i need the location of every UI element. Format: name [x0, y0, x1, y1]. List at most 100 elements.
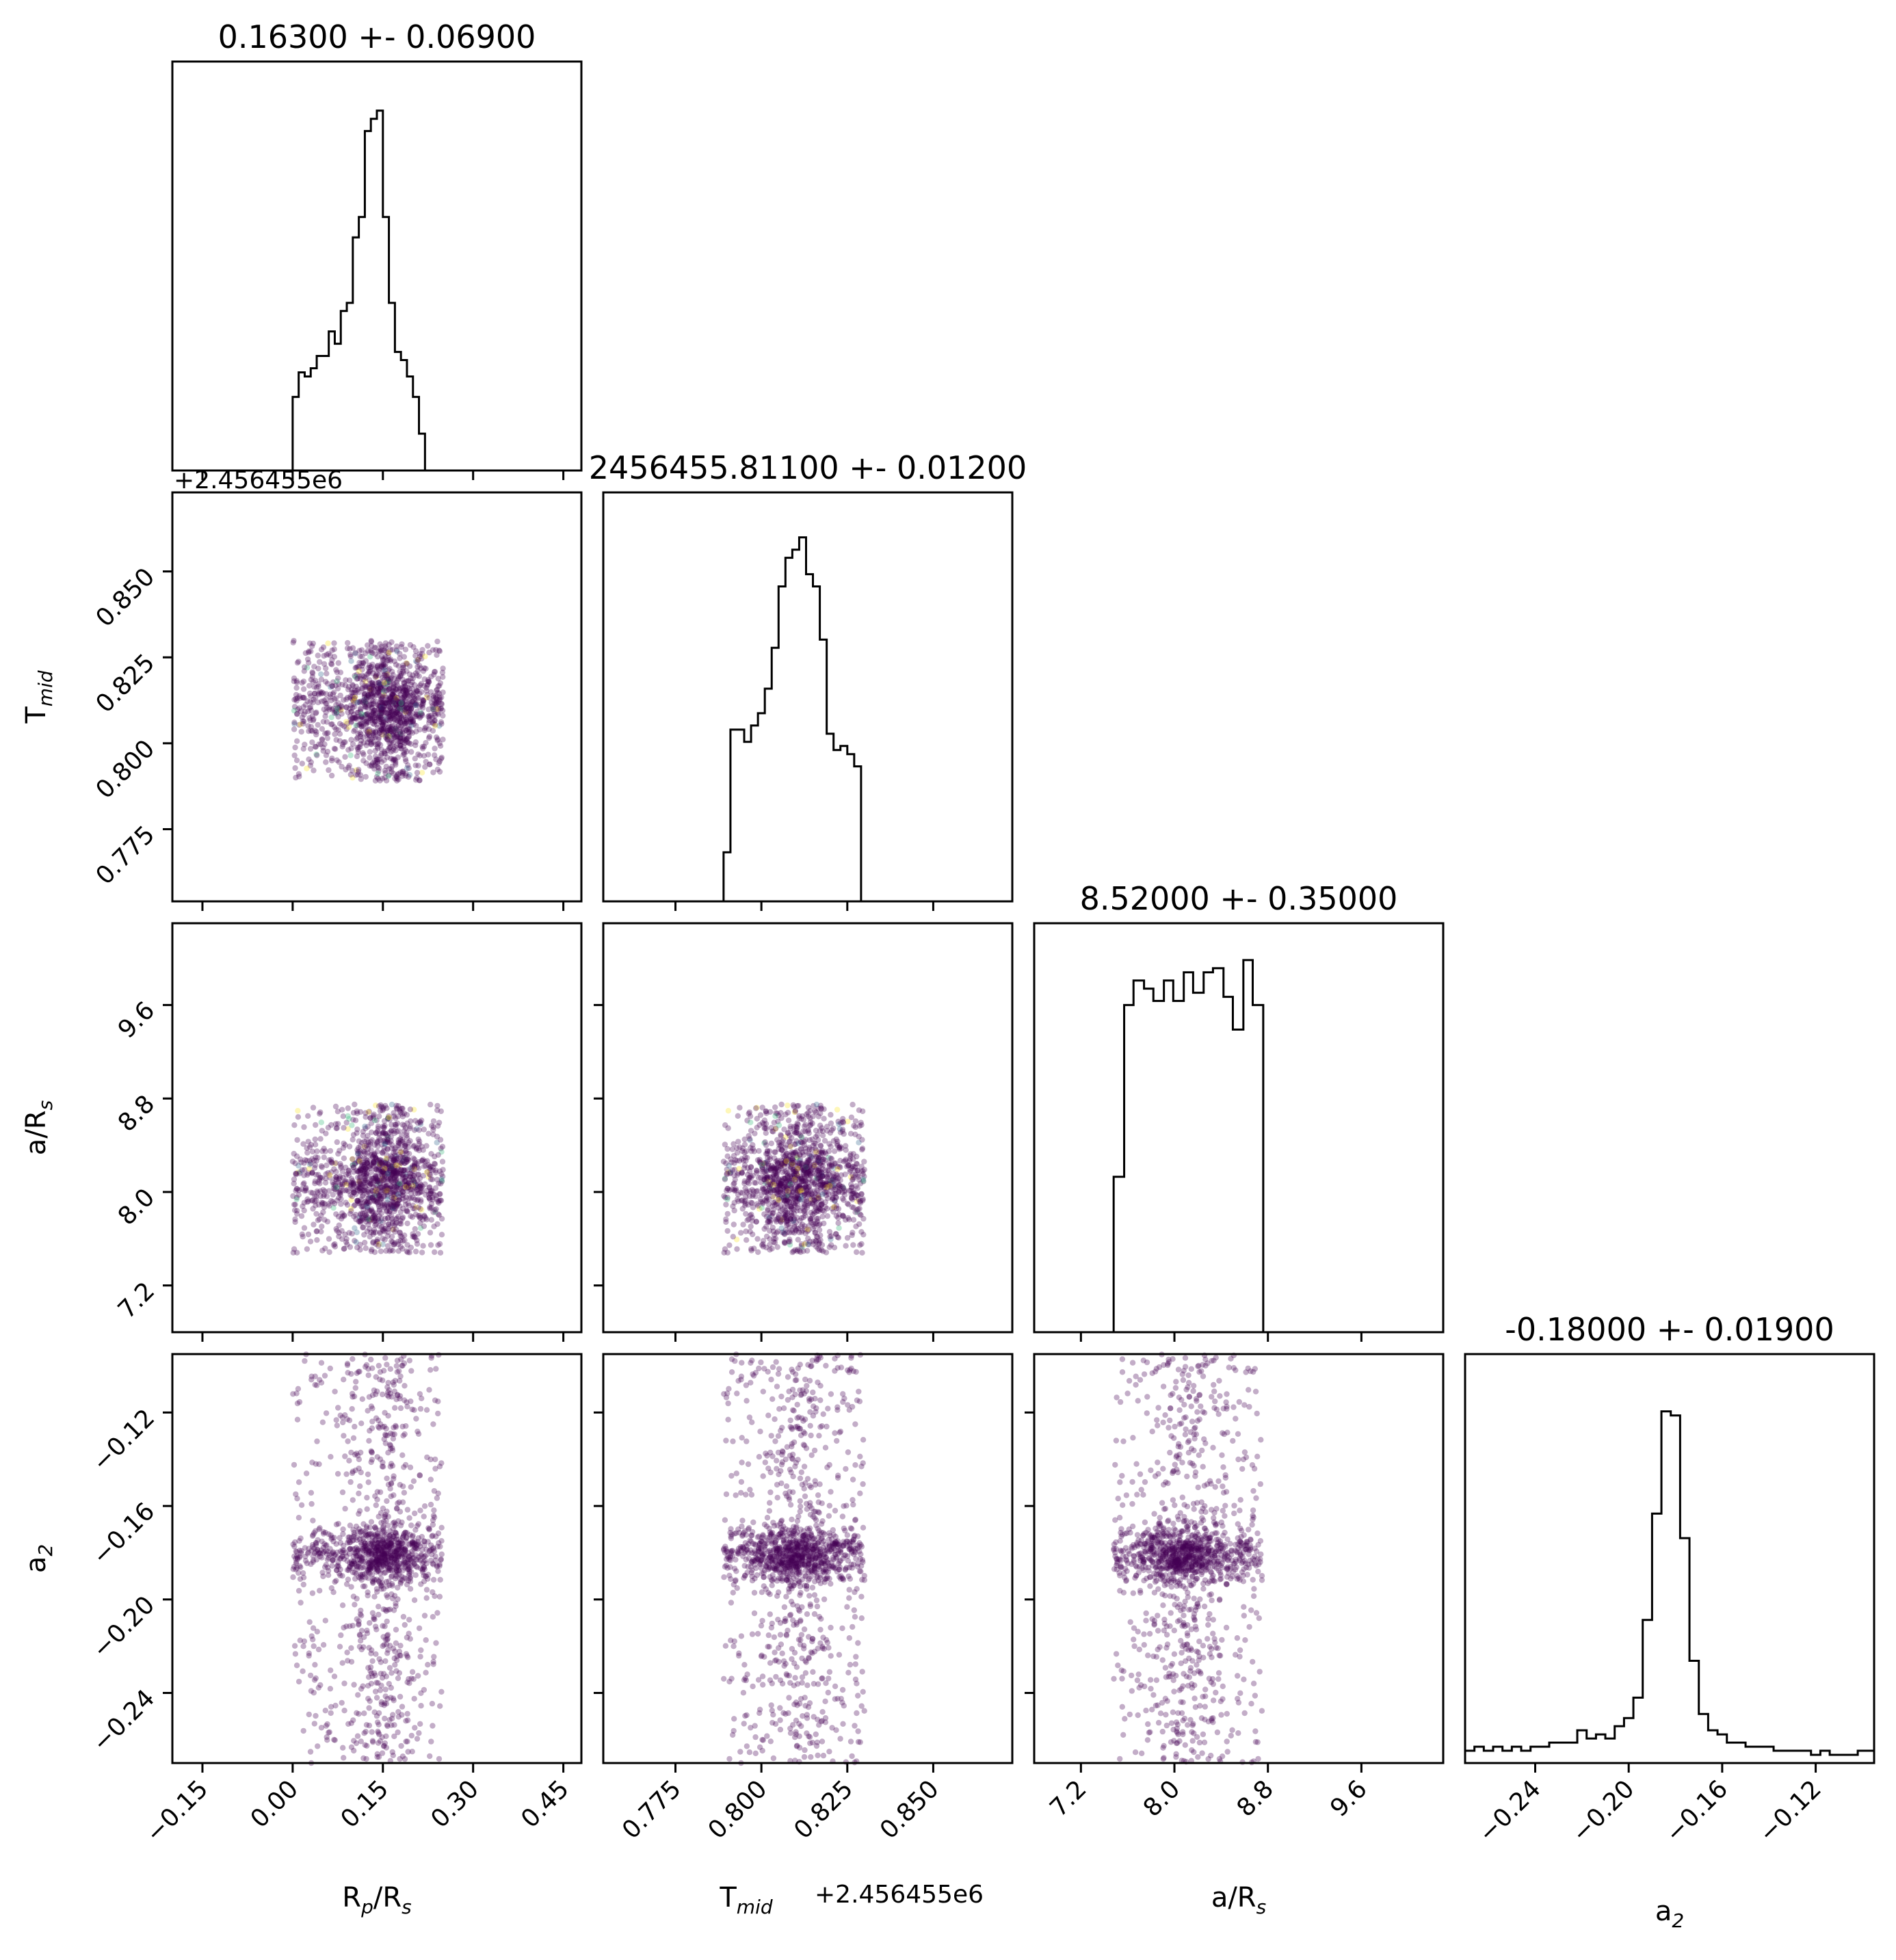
scatter-point [414, 672, 420, 678]
scatter-point [383, 1733, 389, 1739]
scatter-point [360, 723, 367, 729]
scatter-point [839, 1145, 845, 1152]
scatter-point [403, 687, 409, 693]
scatter-point [402, 706, 408, 713]
scatter-point [363, 693, 370, 700]
scatter-point [767, 1174, 774, 1180]
scatter-point [741, 1180, 748, 1187]
scatter-point [435, 1568, 441, 1574]
scatter-point [389, 708, 395, 715]
scatter-point [437, 1703, 443, 1709]
scatter-point [821, 1220, 827, 1227]
scatter-point [364, 1160, 370, 1166]
scatter-point [402, 646, 409, 652]
scatter-point [347, 653, 354, 659]
scatter-point [295, 1108, 301, 1114]
scatter-point [407, 702, 413, 708]
scatter-point [342, 754, 348, 760]
scatter-point [308, 759, 314, 765]
y-tick-label: 9.6 [113, 996, 160, 1044]
scatter-point [358, 660, 365, 667]
scatter-point [310, 1532, 316, 1538]
scatter-point [741, 1141, 748, 1148]
scatter-point [379, 721, 386, 728]
scatter-point [799, 1205, 806, 1211]
scatter-point [391, 713, 397, 719]
scatter-point [384, 717, 391, 723]
scatter-point [335, 713, 341, 720]
scatter-point [333, 726, 339, 732]
scatter-point [386, 686, 392, 692]
scatter-point [817, 1110, 824, 1117]
scatter-point [373, 1154, 379, 1161]
scatter-point [397, 702, 403, 708]
scatter-point [358, 737, 365, 744]
scatter-point [440, 665, 446, 672]
scatter-point [776, 1189, 783, 1195]
scatter-point [367, 729, 373, 735]
scatter-point [417, 663, 423, 669]
scatter-point [331, 696, 338, 702]
scatter-point [429, 1533, 435, 1539]
scatter-point [400, 713, 407, 719]
scatter-point [366, 662, 373, 668]
scatter-point [389, 646, 395, 653]
scatter-point [391, 696, 397, 702]
scatter-point [728, 1156, 734, 1163]
scatter-point [318, 1360, 325, 1366]
scatter-point [792, 1150, 798, 1156]
scatter-point [324, 1193, 330, 1200]
scatter-point [810, 1239, 817, 1245]
scatter-point [397, 742, 403, 749]
scatter-point [293, 757, 300, 764]
scatter-point [356, 1174, 363, 1181]
scatter-point [815, 1215, 821, 1222]
scatter-point [412, 763, 419, 769]
scatter-point [834, 1166, 841, 1172]
scatter-point [329, 683, 335, 689]
scatter-point [328, 1454, 334, 1460]
scatter-point [387, 1485, 393, 1492]
scatter-point [354, 1710, 360, 1716]
scatter-point [357, 1167, 363, 1174]
histogram-step-rp [291, 109, 443, 472]
scatter-point [427, 1367, 434, 1373]
scatter-point [433, 700, 439, 707]
scatter-point [828, 1156, 835, 1162]
scatter-point [310, 1104, 317, 1111]
scatter-point [368, 1129, 375, 1135]
scatter-point [410, 710, 416, 717]
scatter-point [341, 1708, 347, 1714]
scatter-point [300, 745, 306, 752]
scatter-point [772, 1113, 778, 1120]
scatter-point [300, 678, 307, 685]
scatter-point [406, 740, 412, 746]
scatter-point [806, 1137, 813, 1143]
scatter-point [345, 1438, 351, 1444]
scatter-point [403, 678, 410, 685]
scatter-point [412, 1725, 418, 1731]
scatter-point [349, 1230, 355, 1237]
scatter-point [360, 740, 367, 746]
scatter-point [432, 711, 438, 717]
scatter-point [730, 1234, 737, 1240]
scatter-point [858, 1212, 864, 1219]
scatter-point [431, 1223, 437, 1230]
scatter-point [345, 639, 351, 646]
scatter-point [431, 694, 437, 700]
scatter-point [724, 1170, 730, 1177]
scatter-point [324, 735, 330, 741]
scatter-point [319, 689, 325, 696]
scatter-point [389, 691, 395, 698]
scatter-point [409, 1669, 416, 1675]
scatter-point [350, 693, 356, 700]
scatter-point [306, 728, 312, 734]
scatter-point [776, 1176, 782, 1182]
scatter-point [358, 724, 365, 730]
scatter-point [759, 1169, 765, 1175]
scatter-point [739, 1156, 745, 1162]
scatter-point [354, 675, 361, 682]
scatter-point [356, 1138, 363, 1144]
scatter-point [364, 711, 370, 717]
scatter-point [856, 1139, 862, 1145]
